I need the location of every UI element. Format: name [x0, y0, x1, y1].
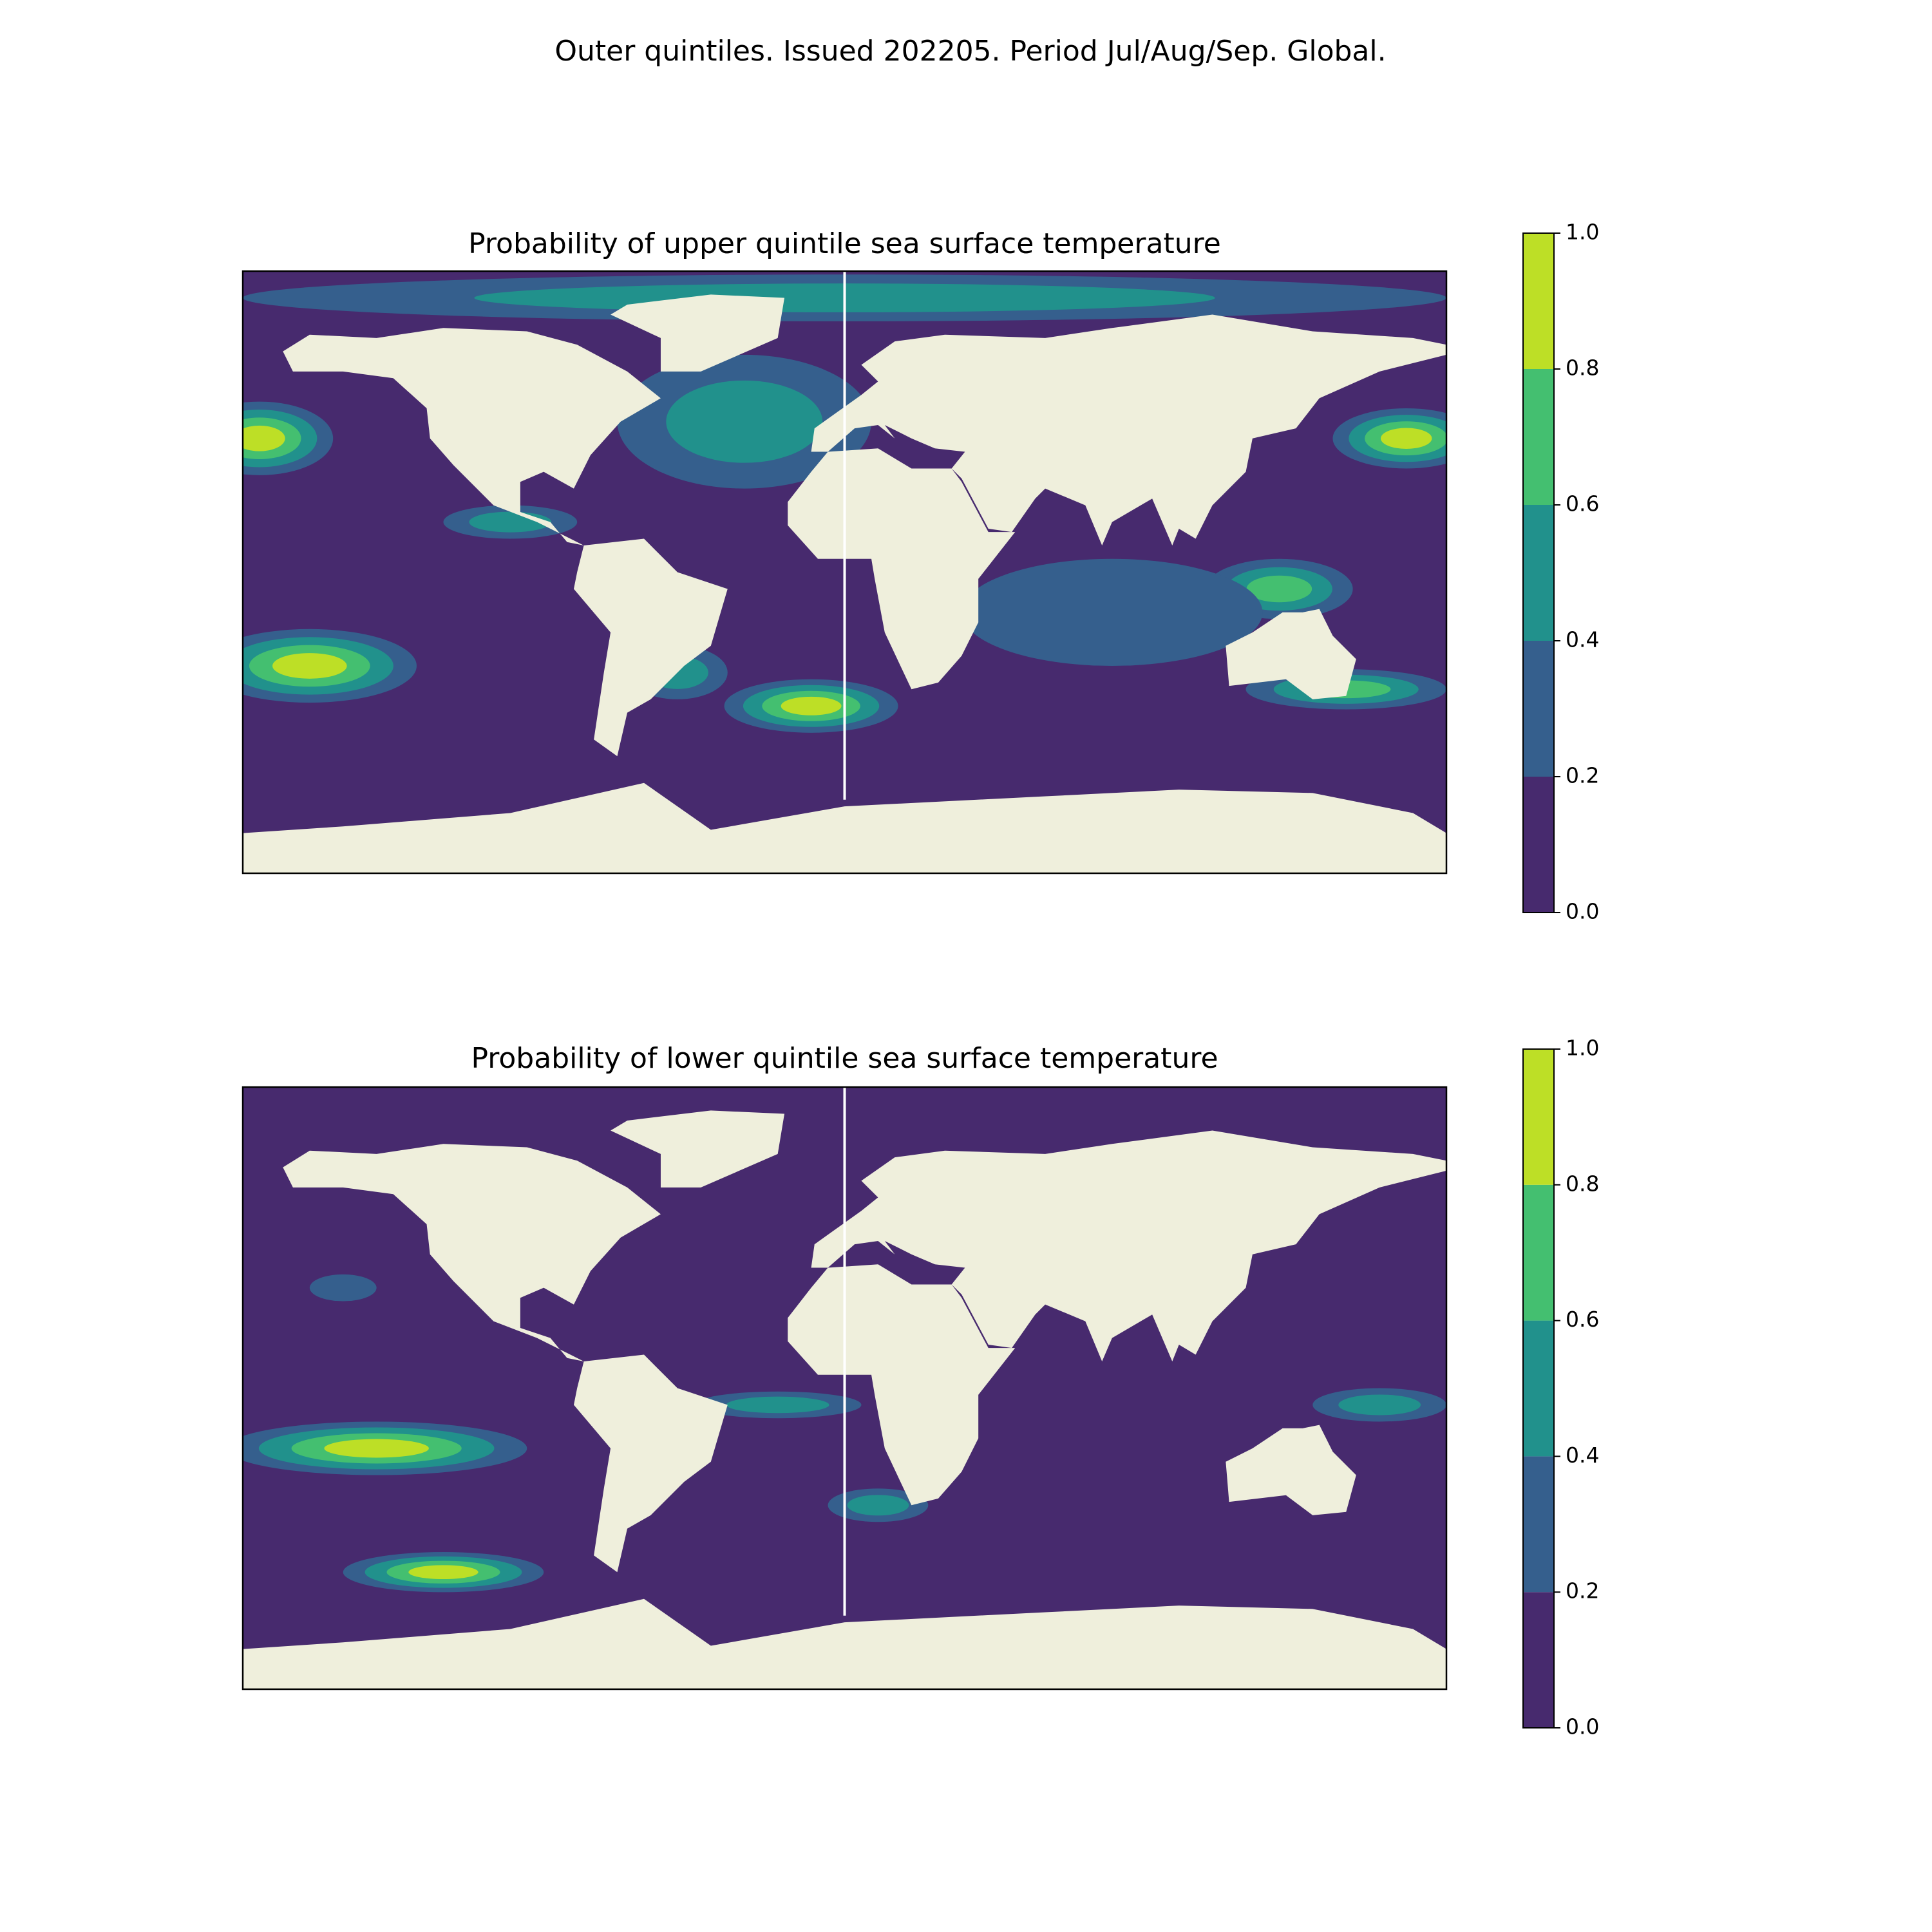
figure-title: Outer quintiles. Issued 202205. Period J… — [554, 35, 1386, 68]
colorbar-tick-label: 0.6 — [1566, 1307, 1599, 1332]
land — [611, 1110, 785, 1188]
colorbar-tick-label: 0.0 — [1566, 899, 1599, 924]
colorbar-tick-label: 0.2 — [1566, 1578, 1599, 1604]
field-region — [961, 558, 1263, 666]
colorbar-segment — [1523, 1049, 1554, 1185]
field-region — [272, 653, 347, 679]
map-frame — [242, 1086, 1448, 1690]
colorbar-tick-label: 0.8 — [1566, 1171, 1599, 1196]
colorbar-tick-label: 0.6 — [1566, 491, 1599, 516]
colorbar-tick-label: 0.4 — [1566, 1443, 1599, 1468]
field-region — [726, 1396, 829, 1414]
field-region — [1380, 428, 1432, 449]
map — [243, 1087, 1446, 1689]
field-region — [1338, 1394, 1421, 1416]
colorbar-segment — [1523, 1592, 1554, 1728]
field-region — [408, 1565, 478, 1580]
colorbar-segment — [1523, 777, 1554, 913]
field-region — [309, 1274, 377, 1302]
colorbar-frame — [1522, 1048, 1555, 1728]
land — [243, 1598, 1446, 1689]
colorbar-tick-label: 0.4 — [1566, 627, 1599, 652]
map — [243, 271, 1446, 873]
colorbar-segment — [1523, 505, 1554, 641]
colorbar-tick-label: 0.0 — [1566, 1714, 1599, 1739]
map-frame — [242, 270, 1448, 875]
colorbar-segment — [1523, 641, 1554, 777]
land — [283, 1144, 661, 1361]
land — [243, 782, 1446, 873]
colorbar-frame — [1522, 232, 1555, 913]
land — [573, 1354, 728, 1573]
land — [811, 1130, 1446, 1361]
map-title: Probability of upper quintile sea surfac… — [468, 227, 1221, 260]
land — [811, 314, 1446, 545]
colorbar-tick-label: 0.8 — [1566, 355, 1599, 381]
colorbar-tick-label: 1.0 — [1566, 220, 1599, 245]
field-region — [847, 1495, 909, 1516]
land — [1226, 609, 1356, 699]
colorbar-segment — [1523, 1320, 1554, 1457]
land — [611, 294, 785, 372]
colorbar-segment — [1523, 233, 1554, 369]
land — [283, 328, 661, 545]
colorbar-segment — [1523, 369, 1554, 505]
field-region — [666, 380, 823, 463]
land — [573, 538, 728, 757]
field-region — [1246, 575, 1312, 603]
colorbar-segment — [1523, 1184, 1554, 1321]
colorbar-tick-label: 1.0 — [1566, 1036, 1599, 1061]
land — [1226, 1425, 1356, 1515]
colorbar-segment — [1523, 1456, 1554, 1593]
map-title: Probability of lower quintile sea surfac… — [471, 1042, 1218, 1075]
field-region — [781, 696, 842, 715]
field-region — [324, 1439, 429, 1458]
colorbar-tick-label: 0.2 — [1566, 763, 1599, 788]
field-region — [243, 425, 285, 451]
